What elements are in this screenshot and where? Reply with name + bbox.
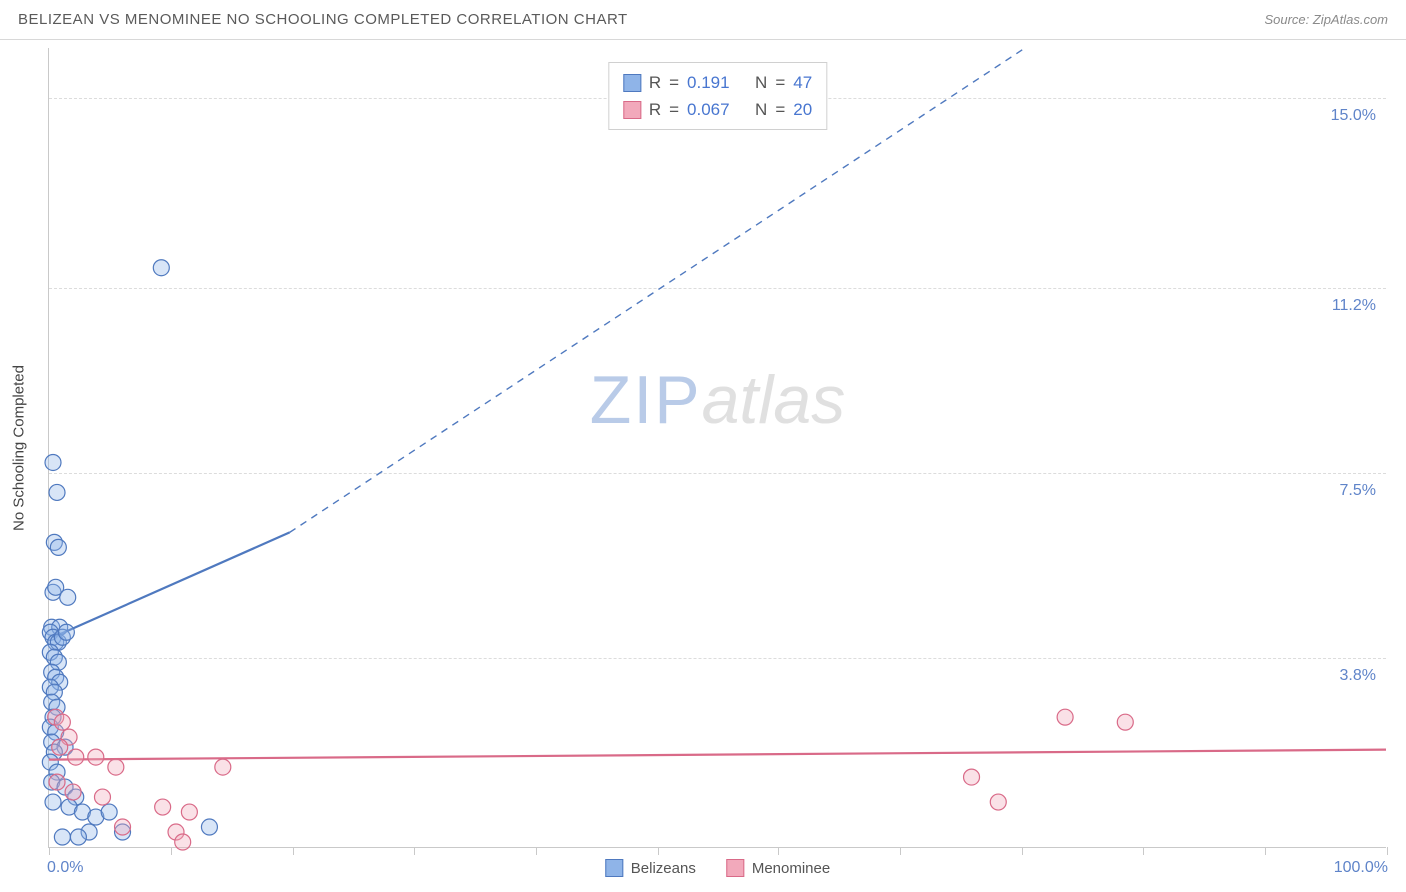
n-value-1: 20 [793, 96, 812, 123]
x-tick [536, 847, 537, 855]
legend-bottom-label-0: Belizeans [631, 860, 696, 877]
chart-source: Source: ZipAtlas.com [1264, 12, 1388, 27]
data-point [65, 784, 81, 800]
legend-stats-row-0: R = 0.191 N = 47 [623, 69, 812, 96]
data-point [88, 749, 104, 765]
legend-item-1: Menominee [726, 859, 830, 877]
eq-label-2: = [775, 69, 785, 96]
data-point [60, 589, 76, 605]
data-point [52, 739, 68, 755]
n-label: N [755, 69, 767, 96]
data-point [70, 829, 86, 845]
r-label: R [649, 96, 661, 123]
data-point [68, 749, 84, 765]
legend-bottom-label-1: Menominee [752, 860, 830, 877]
n-label: N [755, 96, 767, 123]
x-tick [900, 847, 901, 855]
eq-label: = [669, 69, 679, 96]
data-point [94, 789, 110, 805]
r-value-1: 0.067 [687, 96, 730, 123]
chart-svg [49, 48, 1386, 847]
chart-title: BELIZEAN VS MENOMINEE NO SCHOOLING COMPL… [18, 11, 628, 28]
x-tick [1143, 847, 1144, 855]
data-point [49, 484, 65, 500]
x-axis-min-label: 0.0% [47, 859, 83, 877]
data-point [964, 769, 980, 785]
x-tick [171, 847, 172, 855]
data-point [1057, 709, 1073, 725]
data-point [201, 819, 217, 835]
x-tick [1022, 847, 1023, 855]
legend-stats-box: R = 0.191 N = 47 R = 0.067 N = 20 [608, 62, 827, 130]
data-point [115, 819, 131, 835]
data-point [215, 759, 231, 775]
legend-bottom-swatch-1 [726, 859, 744, 877]
data-point [58, 624, 74, 640]
data-point [175, 834, 191, 850]
data-point [45, 794, 61, 810]
data-point [101, 804, 117, 820]
data-point [181, 804, 197, 820]
x-tick [778, 847, 779, 855]
x-tick [414, 847, 415, 855]
eq-label-2: = [775, 96, 785, 123]
data-point [54, 829, 70, 845]
legend-swatch-0 [623, 74, 641, 92]
trend-line-belizeans [53, 532, 290, 637]
x-tick [293, 847, 294, 855]
x-tick [49, 847, 50, 855]
legend-item-0: Belizeans [605, 859, 696, 877]
data-point [49, 774, 65, 790]
x-tick [658, 847, 659, 855]
legend-stats-row-1: R = 0.067 N = 20 [623, 96, 812, 123]
data-point [50, 539, 66, 555]
r-value-0: 0.191 [687, 69, 730, 96]
data-point [108, 759, 124, 775]
plot-area: No Schooling Completed ZIPatlas 3.8%7.5%… [48, 48, 1386, 848]
legend-bottom-swatch-0 [605, 859, 623, 877]
r-label: R [649, 69, 661, 96]
trend-line-menominee [49, 750, 1386, 760]
data-point [1117, 714, 1133, 730]
x-axis-max-label: 100.0% [1334, 859, 1388, 877]
data-point [54, 714, 70, 730]
x-tick [1265, 847, 1266, 855]
legend-swatch-1 [623, 101, 641, 119]
y-axis-label: No Schooling Completed [11, 365, 28, 531]
eq-label: = [669, 96, 679, 123]
data-point [990, 794, 1006, 810]
data-point [45, 454, 61, 470]
n-value-0: 47 [793, 69, 812, 96]
data-point [155, 799, 171, 815]
x-tick [1387, 847, 1388, 855]
data-point [153, 260, 169, 276]
legend-bottom: Belizeans Menominee [605, 859, 830, 877]
chart-header: BELIZEAN VS MENOMINEE NO SCHOOLING COMPL… [0, 0, 1406, 40]
